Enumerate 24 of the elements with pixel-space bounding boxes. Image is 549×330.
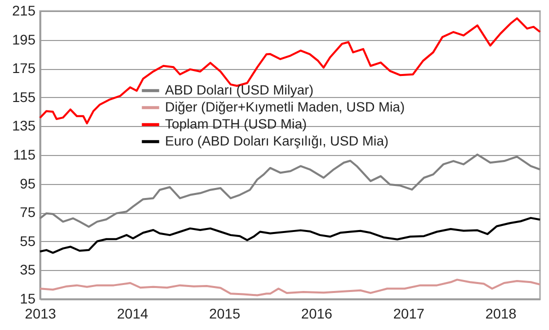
legend-label: ABD Doları (USD Milyar) xyxy=(165,82,314,98)
legend-label: Toplam DTH (USD Mia) xyxy=(165,116,307,132)
x-tick-label: 2018 xyxy=(485,306,517,322)
y-tick-label: 35 xyxy=(20,262,36,278)
legend-label: Euro (ABD Doları Karşılığı, USD Mia) xyxy=(165,134,389,149)
x-tick-label: 2016 xyxy=(301,306,333,322)
y-tick-label: 195 xyxy=(12,31,36,48)
x-tick-label: 2013 xyxy=(24,306,56,322)
x-tick-label: 2015 xyxy=(209,306,240,322)
x-tick-label: 2014 xyxy=(117,306,148,322)
y-tick-label: 115 xyxy=(13,146,36,162)
y-tick-label: 15 xyxy=(20,290,36,306)
x-tick-label: 2017 xyxy=(393,306,425,322)
y-tick-label: 215 xyxy=(12,2,36,18)
y-tick-label: 175 xyxy=(12,60,36,76)
line-series xyxy=(39,278,541,296)
legend-label: Diğer (Diğer+Kıymetli Maden, USD Mia) xyxy=(165,100,405,115)
y-tick-label: 55 xyxy=(20,232,36,249)
y-tick-label: 155 xyxy=(12,88,36,105)
y-tick-label: 75 xyxy=(20,204,36,220)
y-tick-label: 95 xyxy=(20,175,36,192)
line-series xyxy=(39,154,541,228)
y-tick-label: 135 xyxy=(12,118,36,134)
line-series xyxy=(39,216,541,254)
